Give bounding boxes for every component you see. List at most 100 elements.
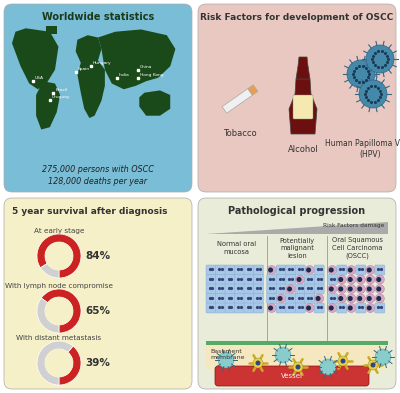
Circle shape [376,277,381,282]
Circle shape [305,303,314,312]
FancyBboxPatch shape [225,274,235,285]
FancyBboxPatch shape [216,265,226,275]
Circle shape [367,296,372,301]
Circle shape [329,286,334,292]
FancyBboxPatch shape [295,284,305,294]
Circle shape [328,266,337,274]
Circle shape [347,266,356,274]
Text: Potentially
malignant
lesion: Potentially malignant lesion [280,237,314,259]
Text: Human Papilloma Virus
(HPV): Human Papilloma Virus (HPV) [325,139,400,159]
Circle shape [338,356,348,366]
FancyBboxPatch shape [375,265,385,275]
Circle shape [287,286,292,292]
FancyBboxPatch shape [276,284,286,294]
Circle shape [45,349,73,377]
Circle shape [376,296,381,301]
Circle shape [356,294,365,303]
FancyBboxPatch shape [198,198,396,389]
Circle shape [305,266,314,274]
FancyBboxPatch shape [234,284,244,294]
Circle shape [278,296,283,301]
Circle shape [293,362,303,372]
FancyBboxPatch shape [286,294,296,303]
Circle shape [375,294,384,303]
FancyBboxPatch shape [314,303,324,313]
Circle shape [367,286,372,292]
Circle shape [296,364,300,369]
Polygon shape [248,85,258,95]
Circle shape [366,303,375,312]
Text: China: China [140,65,152,69]
Circle shape [357,296,362,301]
Circle shape [357,286,362,292]
Circle shape [366,266,375,274]
FancyBboxPatch shape [295,303,305,313]
FancyBboxPatch shape [327,294,337,303]
Circle shape [275,347,291,363]
Text: With distant metastasis: With distant metastasis [16,335,102,341]
Circle shape [320,359,336,375]
Circle shape [338,277,343,282]
FancyBboxPatch shape [267,284,277,294]
Text: Uruguay: Uruguay [52,95,70,99]
Circle shape [376,286,381,292]
Text: Tobacco: Tobacco [223,130,257,138]
Polygon shape [77,61,105,118]
Circle shape [367,305,372,310]
Circle shape [338,296,343,301]
Circle shape [348,277,353,282]
FancyBboxPatch shape [276,265,286,275]
Wedge shape [40,263,59,278]
FancyBboxPatch shape [254,274,264,285]
FancyBboxPatch shape [216,284,226,294]
Circle shape [329,268,334,272]
Circle shape [256,360,260,365]
Polygon shape [12,28,58,89]
Circle shape [340,358,346,364]
FancyBboxPatch shape [216,294,226,303]
FancyBboxPatch shape [305,294,315,303]
FancyBboxPatch shape [206,265,216,275]
Circle shape [367,268,372,272]
Circle shape [268,268,273,272]
Circle shape [329,305,334,310]
Circle shape [348,286,353,292]
Circle shape [296,275,305,284]
Text: 39%: 39% [85,358,110,368]
Wedge shape [41,289,81,333]
Polygon shape [296,57,310,79]
Text: Spain: Spain [78,67,90,71]
Circle shape [328,285,337,294]
Text: Risk Factors for development of OSCC: Risk Factors for development of OSCC [200,13,394,22]
FancyBboxPatch shape [4,4,192,192]
Polygon shape [222,89,252,113]
Circle shape [366,275,375,284]
FancyBboxPatch shape [206,284,216,294]
Circle shape [315,294,324,303]
FancyBboxPatch shape [305,274,315,285]
Circle shape [356,285,365,294]
FancyBboxPatch shape [254,294,264,303]
FancyBboxPatch shape [244,294,254,303]
FancyBboxPatch shape [244,274,254,285]
FancyBboxPatch shape [267,274,277,285]
Wedge shape [37,298,59,333]
Circle shape [347,303,356,312]
FancyBboxPatch shape [254,284,264,294]
Polygon shape [139,90,170,116]
Circle shape [277,294,286,303]
FancyBboxPatch shape [234,274,244,285]
FancyBboxPatch shape [254,303,264,313]
Circle shape [337,275,346,284]
Circle shape [316,296,321,301]
FancyBboxPatch shape [267,294,277,303]
Text: 5 year survival after diagnosis: 5 year survival after diagnosis [12,208,168,217]
Text: Basement
membrane: Basement membrane [210,349,244,360]
FancyBboxPatch shape [295,294,305,303]
Text: USA: USA [35,76,44,80]
FancyBboxPatch shape [286,303,296,313]
Wedge shape [37,234,81,278]
FancyBboxPatch shape [375,303,385,313]
FancyBboxPatch shape [276,274,286,285]
Circle shape [375,285,384,294]
